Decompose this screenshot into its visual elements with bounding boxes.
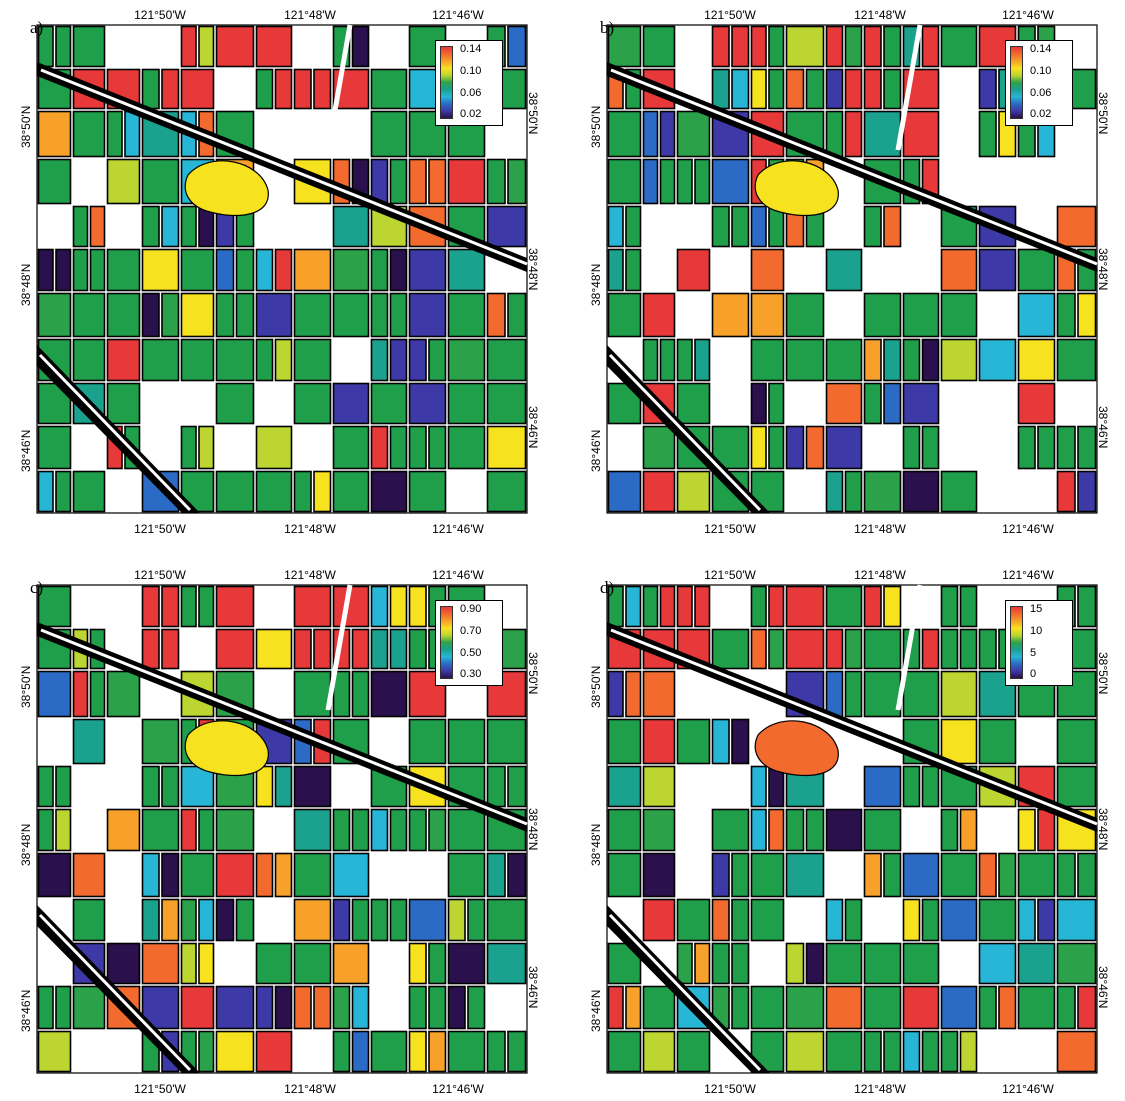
legend-colorbar [1010,606,1023,679]
legend-value: 0.14 [460,43,482,55]
legend-colorbar [440,46,453,119]
lon-tick-top: 121°46'W [1002,8,1054,22]
lon-tick-bottom: 121°50'W [704,1082,756,1096]
legend-value: 0.10 [460,65,482,77]
legend-value: 0.14 [1030,43,1052,55]
lat-tick-right: 38°46'N [526,966,540,1009]
color-legend: 0.90 0.70 0.50 0.30 [435,600,503,686]
lat-tick-left: 38°48'N [589,263,603,306]
color-legend: 15 10 5 0 [1005,600,1073,686]
legend-value: 0.06 [460,87,482,99]
lat-tick-right: 38°46'N [1096,406,1110,449]
panel-label: b) [600,18,615,37]
map-panel-c: c) 121°50'W 121°48'W 121°46'W 121°50'W 1… [10,560,555,1100]
lon-tick-bottom: 121°46'W [1002,522,1054,536]
legend-value: 0.50 [460,647,482,659]
lon-tick-bottom: 121°48'W [284,522,336,536]
lon-tick-top: 121°46'W [1002,568,1054,582]
legend-value: 0.90 [460,603,482,615]
legend-value: 0.70 [460,625,482,637]
lon-tick-top: 121°48'W [854,8,906,22]
lat-tick-left: 38°48'N [589,823,603,866]
lat-tick-right: 38°48'N [526,808,540,851]
lat-tick-left: 38°46'N [19,429,33,472]
lon-tick-top: 121°50'W [134,568,186,582]
lat-tick-right: 38°50'N [526,92,540,135]
lat-tick-left: 38°48'N [19,263,33,306]
panel-label: a) [30,18,44,37]
color-legend: 0.14 0.10 0.06 0.02 [435,40,503,126]
lat-tick-left: 38°46'N [19,989,33,1032]
lat-tick-left: 38°50'N [589,105,603,148]
lon-tick-top: 121°50'W [134,8,186,22]
lon-tick-top: 121°48'W [854,568,906,582]
lat-tick-right: 38°48'N [1096,248,1110,291]
lon-tick-top: 121°50'W [704,568,756,582]
lat-tick-right: 38°48'N [526,248,540,291]
lat-tick-left: 38°50'N [19,105,33,148]
lon-tick-top: 121°48'W [284,568,336,582]
lon-tick-top: 121°50'W [704,8,756,22]
legend-value: 5 [1030,647,1037,659]
lat-tick-right: 38°50'N [1096,652,1110,695]
lon-tick-bottom: 121°46'W [1002,1082,1054,1096]
legend-value: 0.02 [1030,108,1052,120]
lon-tick-bottom: 121°46'W [432,1082,484,1096]
legend-value: 0 [1030,668,1037,680]
lon-tick-bottom: 121°50'W [134,1082,186,1096]
lon-tick-top: 121°46'W [432,568,484,582]
lon-tick-top: 121°46'W [432,8,484,22]
legend-value: 0.30 [460,668,482,680]
lon-tick-bottom: 121°50'W [134,522,186,536]
lat-tick-right: 38°46'N [526,406,540,449]
lon-tick-top: 121°48'W [284,8,336,22]
legend-value: 0.10 [1030,65,1052,77]
lon-tick-bottom: 121°46'W [432,522,484,536]
lat-tick-left: 38°48'N [19,823,33,866]
map-panel-a: a) 121°50'W 121°48'W 121°46'W 121°50'W 1… [10,0,555,540]
legend-value: 15 [1030,603,1043,615]
lon-tick-bottom: 121°48'W [854,522,906,536]
map-panel-b: b) 121°50'W 121°48'W 121°46'W 121°50'W 1… [580,0,1125,540]
lat-tick-right: 38°50'N [1096,92,1110,135]
legend-colorbar [1010,46,1023,119]
legend-colorbar [440,606,453,679]
lat-tick-left: 38°46'N [589,989,603,1032]
legend-value: 10 [1030,625,1043,637]
lat-tick-right: 38°48'N [1096,808,1110,851]
lat-tick-left: 38°46'N [589,429,603,472]
lat-tick-right: 38°50'N [526,652,540,695]
lat-tick-left: 38°50'N [19,665,33,708]
panel-label: d) [600,578,615,597]
color-legend: 0.14 0.10 0.06 0.02 [1005,40,1073,126]
map-canvas [606,584,1098,1074]
map-panel-d: d) 121°50'W 121°48'W 121°46'W 121°50'W 1… [580,560,1125,1100]
panel-label: c) [30,578,44,597]
lon-tick-bottom: 121°48'W [284,1082,336,1096]
legend-value: 0.06 [1030,87,1052,99]
lon-tick-bottom: 121°48'W [854,1082,906,1096]
lat-tick-right: 38°46'N [1096,966,1110,1009]
lat-tick-left: 38°50'N [589,665,603,708]
legend-value: 0.02 [460,108,482,120]
lon-tick-bottom: 121°50'W [704,522,756,536]
